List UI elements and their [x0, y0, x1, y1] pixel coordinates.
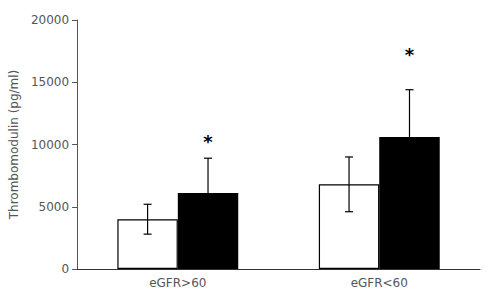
svg-text:eGFR<60: eGFR<60: [351, 276, 408, 290]
svg-text:*: *: [405, 44, 415, 65]
svg-text:10000: 10000: [31, 138, 69, 152]
svg-text:*: *: [203, 131, 213, 152]
svg-text:5000: 5000: [39, 200, 70, 214]
svg-text:0: 0: [61, 262, 69, 276]
svg-text:15000: 15000: [31, 75, 69, 89]
svg-text:eGFR>60: eGFR>60: [149, 276, 206, 290]
svg-text:20000: 20000: [31, 13, 69, 27]
svg-text:Thrombomodulin (pg/ml): Thrombomodulin (pg/ml): [7, 70, 21, 221]
